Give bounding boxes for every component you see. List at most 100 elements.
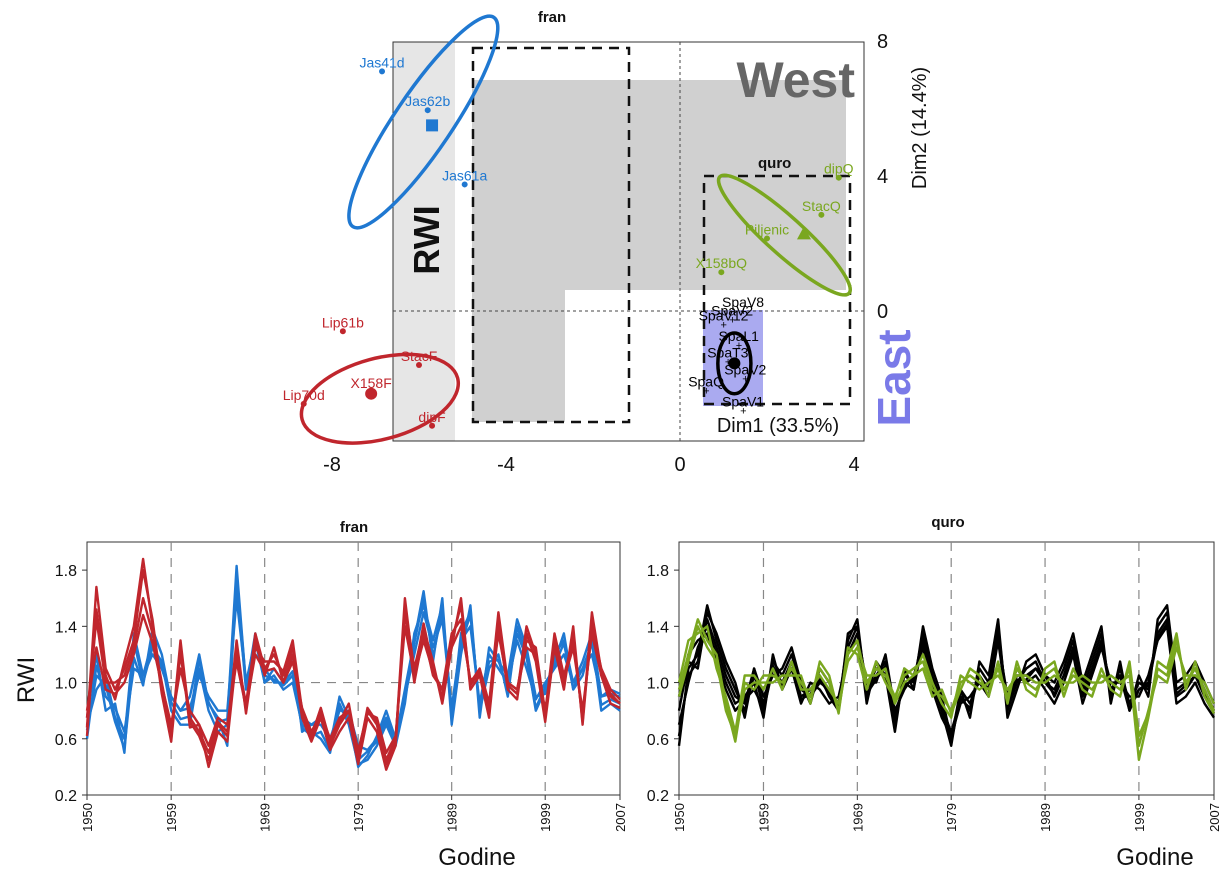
point-label: SpaQ xyxy=(688,373,724,389)
y-tick-label: 0.6 xyxy=(55,732,77,749)
quro-ts-frame xyxy=(678,541,1215,796)
x-tick-label: 1999 xyxy=(538,803,553,832)
x-tick-label: 1979 xyxy=(944,803,959,832)
point-label: Lip61b xyxy=(322,314,364,330)
point-marker: + xyxy=(740,406,746,418)
confidence-ellipse xyxy=(347,14,500,230)
pca-y-axis-label: Dim2 (14.4%) xyxy=(909,67,931,189)
pca-x-tick-label: 0 xyxy=(674,454,685,476)
centroid-marker xyxy=(728,357,741,370)
pca-biplot: fran quro RWI West East Dim1 (33.5%) Dim… xyxy=(283,9,931,476)
y-tick-label: 1.0 xyxy=(647,676,669,693)
y-tick-label: 1.4 xyxy=(55,619,77,636)
point-label: Jas41d xyxy=(359,54,404,70)
point-label: X158F xyxy=(351,375,392,391)
point-label: SpaV12 xyxy=(699,308,749,324)
pca-y-tick-label: 0 xyxy=(877,301,888,323)
pca-group: Lip61b Lip70d StacF X158F dipF xyxy=(283,314,461,445)
point-label: Jas62b xyxy=(405,93,450,109)
confidence-ellipse xyxy=(299,352,461,445)
y-tick-label: 0.2 xyxy=(55,788,77,805)
y-tick-label: 1.4 xyxy=(647,619,669,636)
pca-y-tick-label: 4 xyxy=(877,166,888,188)
point-label: SpaV8 xyxy=(722,294,764,310)
point-marker xyxy=(718,269,725,276)
point-marker xyxy=(416,362,422,368)
x-tick-label: 1950 xyxy=(80,803,95,832)
point-marker: + xyxy=(742,374,748,386)
centroid-marker xyxy=(796,226,811,240)
pca-x-axis-label: Dim1 (33.5%) xyxy=(717,415,839,437)
rwi-zone-label: RWI xyxy=(406,205,447,274)
y-tick-label: 0.6 xyxy=(647,732,669,749)
point-label: X158bQ xyxy=(696,255,747,271)
pca-plot-frame xyxy=(392,41,865,442)
centroid-marker xyxy=(365,387,378,400)
quro-ts-x-tick-labels: 1950 1959 1969 1979 1989 1999 2007 xyxy=(672,795,1222,832)
point-marker xyxy=(818,211,825,218)
quro-ts-y-tick-labels: 0.2 0.6 1.0 1.4 1.8 xyxy=(647,563,679,805)
point-marker xyxy=(300,400,307,407)
point-label: SpaT3 xyxy=(707,345,748,361)
point-marker xyxy=(764,235,770,242)
fran-ts-x-tick-labels: 1950 1959 1969 1979 1989 1999 2007 xyxy=(80,795,628,832)
point-label: StacF xyxy=(401,348,438,364)
fran-ts-frame xyxy=(86,541,621,796)
fran-ts-y-axis-label: RWI xyxy=(13,657,40,703)
centroid-marker xyxy=(426,119,439,132)
x-tick-label: 1969 xyxy=(258,803,273,832)
fran-ts-title: fran xyxy=(340,519,368,536)
rwi-series-line xyxy=(677,622,1216,733)
x-tick-label: 1959 xyxy=(756,803,771,832)
x-tick-label: 1999 xyxy=(1132,803,1147,832)
x-tick-label: 1989 xyxy=(1038,803,1053,832)
point-marker: + xyxy=(736,340,742,352)
point-label: dipQ xyxy=(824,161,854,177)
pca-title: fran xyxy=(538,9,566,26)
pca-x-tick-label: 4 xyxy=(848,454,859,476)
fran-ts-y-tick-labels: 0.2 0.6 1.0 1.4 1.8 xyxy=(55,563,87,805)
quro-ts-x-axis-label: Godine xyxy=(1116,844,1193,871)
point-label: Piljenic xyxy=(745,221,789,237)
point-label: SpaL1 xyxy=(718,328,759,344)
pca-y-tick-label: 8 xyxy=(877,31,888,53)
rwi-series-line xyxy=(85,613,621,754)
x-tick-label: 2007 xyxy=(1207,803,1222,832)
point-marker: + xyxy=(703,385,709,397)
quro-timeseries: quro 0.2 0.6 1.0 1.4 1.8 1950 1959 1969 1979 198… xyxy=(647,514,1222,871)
point-marker xyxy=(339,328,346,335)
x-tick-label: 1959 xyxy=(164,803,179,832)
quro-box-label: quro xyxy=(758,155,791,172)
point-label: Jas61a xyxy=(442,167,487,183)
confidence-ellipse xyxy=(716,331,753,396)
point-marker xyxy=(835,174,842,181)
x-tick-label: 1950 xyxy=(672,803,687,832)
quro-ts-title: quro xyxy=(931,514,964,531)
west-zone xyxy=(472,80,846,290)
point-marker: + xyxy=(729,314,735,326)
pca-group: Jas41d Jas62b Jas61a xyxy=(347,14,500,230)
y-tick-label: 1.8 xyxy=(647,563,669,580)
x-tick-label: 1979 xyxy=(351,803,366,832)
pca-x-tick-label: -8 xyxy=(323,454,341,476)
y-tick-label: 1.0 xyxy=(55,676,77,693)
x-tick-label: 1989 xyxy=(445,803,460,832)
pca-group: +SpaV8+SpaV2+SpaV12+SpaL1+SpaT3+SpaV2+Sp… xyxy=(688,294,766,418)
west-zone-lower xyxy=(472,290,565,422)
x-tick-label: 1969 xyxy=(850,803,865,832)
x-tick-label: 2007 xyxy=(613,803,628,832)
pca-y-tick-labels: 8 4 0 xyxy=(877,31,888,323)
y-tick-label: 1.8 xyxy=(55,563,77,580)
fran-ts-series xyxy=(85,557,621,771)
rwi-series-line xyxy=(677,625,1216,738)
fran-cluster-box xyxy=(471,46,631,424)
fran-ts-x-axis-label: Godine xyxy=(438,844,515,871)
y-tick-label: 0.2 xyxy=(647,788,669,805)
point-label: Lip70d xyxy=(283,387,325,403)
quro-ts-series xyxy=(677,604,1216,762)
pca-group: dipQ StacQ Piljenic X158bQ xyxy=(696,161,854,297)
pca-groups: Jas41d Jas62b Jas61a Lip61b Lip70d StacF X158F… xyxy=(283,14,854,445)
pca-x-tick-labels: -8 -4 0 4 xyxy=(323,454,859,476)
fran-timeseries: fran 0.2 0.6 1.0 1.4 1.8 1950 1959 1969 1979 198… xyxy=(13,519,628,871)
